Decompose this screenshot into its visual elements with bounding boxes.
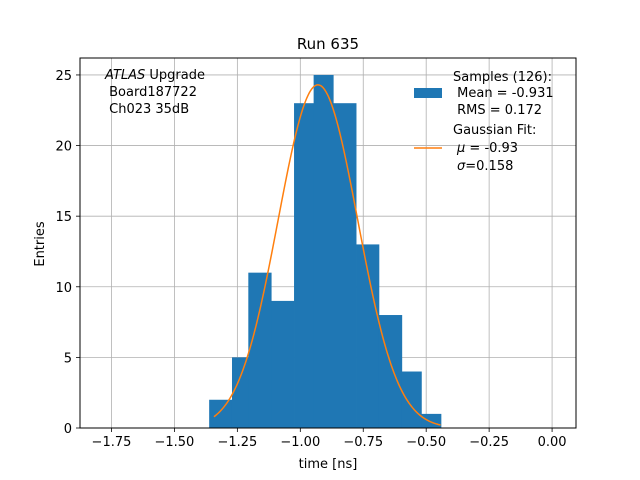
histogram-bar <box>209 399 233 428</box>
legend-fit-line1: Gaussian Fit: <box>453 123 536 138</box>
histogram-bars <box>209 74 442 428</box>
histogram-bar <box>231 357 249 428</box>
plot-frame <box>79 57 577 429</box>
legend-samples-swatch <box>414 88 442 98</box>
x-tick-label: −1.00 <box>280 435 320 450</box>
x-tick-label: −1.25 <box>217 435 257 450</box>
x-tick-label: −1.50 <box>154 435 194 450</box>
gaussian-fit <box>213 84 441 426</box>
x-axis-ticks: −1.75 −1.50 −1.25 −1.00 −0.75 −0.50 −0.25 0.00 <box>92 428 567 450</box>
svg-text:μ = -0.93: μ = -0.93 <box>456 141 518 156</box>
legend-samples-mean: Mean = -0.931 <box>453 86 554 101</box>
x-tick-label: −0.25 <box>469 435 509 450</box>
y-tick-label: 15 <box>55 210 72 225</box>
histogram-bar <box>313 74 334 428</box>
x-axis-label: time [ns] <box>299 457 358 472</box>
annotation-board: Board187722 <box>105 85 197 100</box>
annotation-channel: Ch023 35dB <box>105 102 189 117</box>
y-tick-label: 5 <box>64 351 72 366</box>
x-tick-label: −0.75 <box>343 435 383 450</box>
y-tick-label: 0 <box>64 422 72 437</box>
histogram-bar <box>378 315 403 428</box>
gaussian-fit-curve <box>213 84 441 426</box>
annotation-atlas: ATLAS <box>104 68 145 83</box>
y-axis-ticks: 0 5 10 15 20 25 <box>55 69 80 437</box>
histogram-bar <box>356 244 380 428</box>
annotation-upgrade: Upgrade <box>145 68 205 83</box>
histogram-bar <box>421 413 442 428</box>
histogram-bar <box>248 272 272 428</box>
legend-fit-mu-value: = -0.93 <box>465 141 518 156</box>
legend-samples-rms: RMS = 0.172 <box>453 103 542 118</box>
x-tick-label: 0.00 <box>538 435 567 450</box>
legend-fit-sigma-value: =0.158 <box>465 159 513 174</box>
y-tick-label: 20 <box>55 140 72 155</box>
legend-fit-mu-symbol: μ <box>456 141 465 156</box>
atlas-annotation: ATLAS Upgrade Board187722 Ch023 35dB <box>104 68 205 117</box>
legend-samples-line1: Samples (126): <box>453 70 552 85</box>
svg-text:σ=0.158: σ=0.158 <box>457 159 513 174</box>
y-tick-label: 10 <box>55 281 72 296</box>
histogram-bar <box>294 103 315 428</box>
chart-title: Run 635 <box>297 35 359 53</box>
y-tick-label: 25 <box>55 69 72 84</box>
y-axis-label: Entries <box>33 221 48 267</box>
legend-fit-sigma-symbol: σ <box>457 159 466 174</box>
legend: Samples (126): Mean = -0.931 RMS = 0.172… <box>414 70 554 174</box>
x-tick-label: −0.50 <box>406 435 446 450</box>
histogram-bar <box>401 371 422 428</box>
histogram-bar <box>271 300 295 428</box>
x-tick-label: −1.75 <box>92 435 132 450</box>
svg-text:ATLAS Upgrade: ATLAS Upgrade <box>104 68 205 83</box>
